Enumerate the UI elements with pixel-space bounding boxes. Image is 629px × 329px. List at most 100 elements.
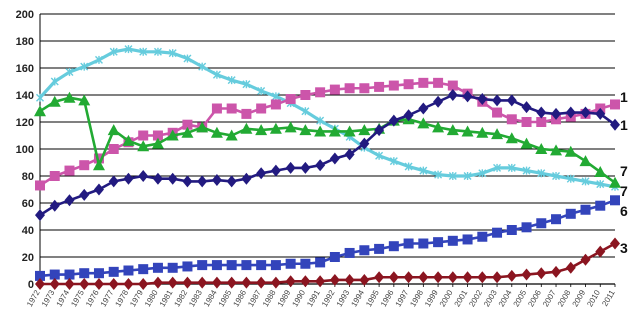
data-point <box>197 260 208 271</box>
data-point <box>476 126 489 138</box>
data-point <box>581 177 590 186</box>
x-tick-label: 2000 <box>438 288 455 308</box>
data-point <box>315 87 326 98</box>
x-tick-label: 2010 <box>585 288 602 308</box>
data-point <box>256 260 267 271</box>
right-edge-label: 1 <box>620 89 628 105</box>
data-point <box>580 204 591 215</box>
data-point <box>181 126 194 138</box>
data-point <box>595 245 606 258</box>
data-point <box>447 235 458 246</box>
data-point <box>270 99 281 110</box>
y-tick-label: 160 <box>16 63 34 75</box>
data-point <box>211 174 222 187</box>
x-tick-label: 2003 <box>482 288 499 308</box>
data-point <box>139 47 148 56</box>
data-point <box>566 174 575 183</box>
data-point <box>93 183 104 196</box>
y-tick-label: 120 <box>16 117 34 129</box>
data-point <box>269 122 282 134</box>
data-point <box>153 47 162 56</box>
data-point <box>565 261 576 274</box>
x-tick-label: 2006 <box>526 288 543 308</box>
data-point <box>196 121 209 133</box>
data-point <box>403 238 414 249</box>
data-point <box>50 77 59 86</box>
x-tick-label: 2008 <box>556 288 573 308</box>
x-tick-label: 1973 <box>40 288 57 308</box>
x-tick-label: 1979 <box>128 288 145 308</box>
data-point <box>521 268 532 281</box>
data-point <box>241 108 252 119</box>
data-point <box>109 47 118 56</box>
data-point <box>314 125 327 137</box>
data-point <box>36 93 44 102</box>
data-point <box>447 80 458 91</box>
data-point <box>167 262 178 273</box>
data-point <box>49 199 60 212</box>
data-point <box>151 137 164 149</box>
data-point <box>152 172 163 185</box>
data-point <box>182 175 193 188</box>
x-tick-label: 1974 <box>55 288 72 308</box>
x-tick-label: 1988 <box>261 288 278 308</box>
data-point <box>34 105 46 117</box>
data-point <box>240 122 253 134</box>
data-point <box>301 107 310 116</box>
right-edge-label: 7 <box>620 183 628 199</box>
data-point <box>212 70 221 79</box>
data-point <box>79 278 90 290</box>
data-point <box>284 121 297 133</box>
data-point <box>108 144 119 154</box>
data-point <box>300 161 311 174</box>
data-point <box>343 125 356 137</box>
data-point <box>359 273 370 286</box>
data-point <box>167 276 178 289</box>
data-point <box>49 269 60 280</box>
data-point <box>462 90 473 103</box>
x-tick-label: 1977 <box>99 288 116 308</box>
data-point <box>300 258 311 269</box>
x-tick-label: 1976 <box>84 288 101 308</box>
data-point <box>535 143 548 154</box>
data-point <box>35 270 45 281</box>
data-point <box>433 95 444 108</box>
x-tick-label: 1981 <box>158 288 175 308</box>
data-point <box>197 276 208 289</box>
data-point <box>521 222 532 233</box>
data-point <box>182 261 193 272</box>
data-point <box>448 172 457 180</box>
data-point <box>270 164 281 177</box>
series-3 <box>35 89 620 222</box>
series-4 <box>35 195 620 281</box>
data-point <box>478 169 487 178</box>
data-point <box>492 227 503 238</box>
data-point <box>491 128 504 140</box>
data-point <box>505 132 518 144</box>
data-point <box>270 260 281 271</box>
data-point <box>92 159 105 171</box>
x-tick-label: 1998 <box>408 288 425 308</box>
x-tick-label: 2009 <box>571 288 588 308</box>
data-point <box>241 260 252 271</box>
data-point <box>198 62 207 71</box>
data-point <box>418 77 429 88</box>
data-point <box>167 172 178 185</box>
x-tick-label: 1983 <box>187 288 204 308</box>
data-point <box>210 126 223 138</box>
data-point <box>536 117 547 127</box>
x-tick-label: 1995 <box>364 288 381 308</box>
data-point <box>197 175 208 188</box>
y-tick-label: 60 <box>22 198 34 210</box>
y-tick-label: 180 <box>16 36 34 48</box>
data-point <box>64 194 75 207</box>
y-tick-label: 20 <box>22 252 34 264</box>
x-tick-label: 1984 <box>202 288 219 308</box>
data-point <box>299 124 312 136</box>
series-0 <box>36 45 619 191</box>
data-point <box>536 218 547 229</box>
data-point <box>388 271 399 284</box>
data-point <box>447 89 458 101</box>
data-point <box>329 252 340 262</box>
data-point <box>211 276 222 289</box>
